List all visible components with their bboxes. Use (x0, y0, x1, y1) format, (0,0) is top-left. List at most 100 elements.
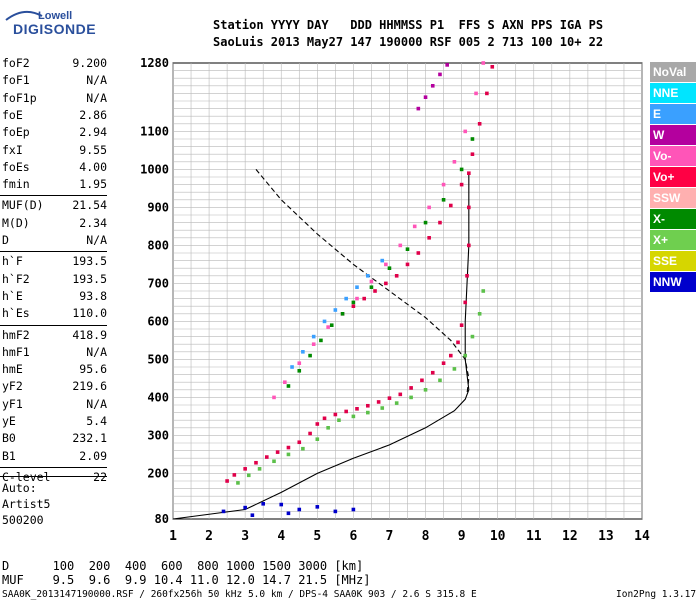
parameter-name: foE (2, 107, 23, 122)
parameter-value: N/A (86, 344, 107, 359)
echo-point (286, 452, 291, 457)
echo-point (373, 289, 377, 293)
echo-point (459, 182, 464, 187)
echo-point (272, 395, 276, 400)
x-tick-label: 10 (490, 529, 506, 544)
x-tick-label: 14 (634, 529, 650, 544)
y-tick-label: 1000 (140, 162, 169, 176)
echo-point (412, 224, 417, 229)
x-tick-label: 12 (562, 529, 578, 544)
echo-point (322, 319, 327, 324)
echo-point (394, 401, 399, 405)
echo-point (265, 455, 269, 459)
echo-point (445, 63, 449, 67)
echo-point (423, 220, 428, 225)
echo-point (477, 122, 482, 126)
auto-label: Auto: (2, 481, 37, 495)
echo-point (286, 445, 291, 450)
echo-point (311, 334, 316, 339)
parameter-row: foF1p N/A (2, 91, 107, 110)
parameter-name: hmF2 (2, 327, 30, 342)
echo-point (286, 384, 291, 388)
parameter-row: B0 232.1 (2, 431, 107, 450)
parameter-value: N/A (86, 396, 107, 411)
parameter-row: h`F2 193.5 (2, 272, 107, 291)
echo-point (416, 106, 421, 111)
echo-point (463, 353, 468, 358)
echo-point (441, 198, 446, 202)
echo-point (351, 507, 356, 512)
parameter-value: 21.54 (72, 198, 107, 213)
echo-point (315, 422, 320, 426)
parameter-row: M(D) 2.34 (2, 216, 107, 235)
x-tick-label: 2 (205, 529, 213, 544)
echo-point (384, 262, 388, 267)
y-tick-label: 200 (147, 466, 169, 480)
parameter-name: foEp (2, 125, 30, 140)
echo-point (470, 334, 475, 339)
parameter-value: N/A (86, 233, 107, 247)
parameter-value: 95.6 (79, 362, 107, 377)
parameter-separator (0, 324, 107, 326)
echo-point (485, 91, 489, 96)
parameter-value: 9.55 (79, 142, 107, 157)
echo-point (297, 440, 302, 445)
echo-point (441, 182, 446, 187)
legend-item: NoVal (650, 62, 696, 82)
parameter-separator (0, 251, 107, 253)
echo-point (470, 137, 475, 141)
echo-point (448, 203, 453, 208)
echo-point (236, 481, 240, 485)
echo-point (326, 426, 330, 430)
logo-arc-icon (5, 10, 43, 21)
echo-point (311, 342, 316, 346)
echo-point (355, 296, 359, 301)
echo-point (290, 365, 294, 369)
echo-point (286, 511, 291, 516)
y-tick-label: 500 (147, 352, 169, 366)
echo-point (459, 167, 464, 172)
echo-point (416, 251, 421, 255)
parameter-name: h`Es (2, 306, 30, 321)
parameter-name: MUF(D) (2, 198, 44, 213)
parameter-row: B1 2.09 (2, 449, 107, 468)
echo-point (369, 285, 374, 289)
auto-artist: Artist5 (2, 497, 51, 511)
echo-point (355, 285, 359, 289)
logo-brand: Lowell (38, 10, 73, 22)
legend-item: Vo+ (650, 167, 696, 187)
parameter-row: yF1 N/A (2, 397, 107, 416)
echo-point (380, 258, 385, 263)
parameter-row: fmin 1.95 (2, 177, 107, 196)
echo-point (459, 323, 464, 327)
parameter-value: 93.8 (79, 288, 107, 303)
parameter-separator (0, 476, 107, 477)
echo-point (430, 84, 435, 88)
echo-point (243, 467, 247, 471)
parameter-value: 232.1 (72, 431, 107, 446)
parameter-name: fxI (2, 142, 23, 157)
y-tick-label: 900 (147, 200, 169, 214)
parameter-row: h`F 193.5 (2, 254, 107, 273)
y-tick-label: 800 (147, 238, 169, 252)
echo-point (301, 350, 305, 354)
echo-point (225, 479, 229, 483)
x-tick-label: 1 (169, 529, 177, 544)
y-tick-label: 1280 (140, 56, 169, 70)
parameter-row: foEs 4.00 (2, 160, 107, 179)
profile-trace (172, 173, 470, 520)
echo-point (427, 236, 431, 240)
echo-point (232, 473, 237, 477)
echo-point (297, 507, 302, 512)
x-tick-label: 3 (241, 529, 249, 544)
parameter-name: yF2 (2, 379, 23, 394)
echo-point (344, 409, 348, 414)
y-tick-label: 700 (147, 276, 169, 290)
parameter-row: MUF(D) 21.54 (2, 198, 107, 217)
echo-point (490, 65, 495, 69)
parameter-separator (0, 466, 107, 468)
echo-point (387, 396, 392, 400)
legend-item: NNW (650, 272, 696, 292)
echo-point (362, 296, 367, 301)
parameter-name: yE (2, 414, 16, 428)
